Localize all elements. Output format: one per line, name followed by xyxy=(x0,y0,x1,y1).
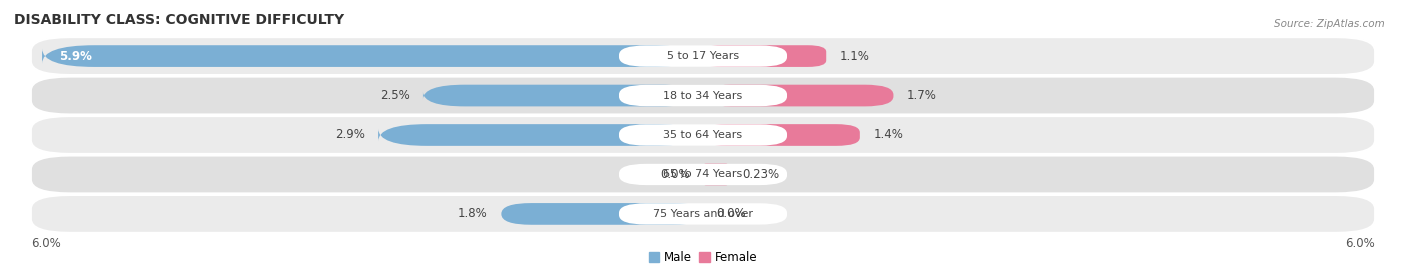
FancyBboxPatch shape xyxy=(31,195,1375,233)
Text: 0.0%: 0.0% xyxy=(717,207,747,220)
FancyBboxPatch shape xyxy=(619,164,787,185)
Text: 5.9%: 5.9% xyxy=(59,50,91,63)
FancyBboxPatch shape xyxy=(31,116,1375,154)
Text: 65 to 74 Years: 65 to 74 Years xyxy=(664,170,742,180)
FancyBboxPatch shape xyxy=(31,77,1375,114)
Text: 35 to 64 Years: 35 to 64 Years xyxy=(664,130,742,140)
Text: 0.23%: 0.23% xyxy=(742,168,779,181)
FancyBboxPatch shape xyxy=(31,37,1375,75)
FancyBboxPatch shape xyxy=(703,164,728,185)
Legend: Male, Female: Male, Female xyxy=(644,246,762,269)
Text: 2.5%: 2.5% xyxy=(380,89,409,102)
FancyBboxPatch shape xyxy=(31,156,1375,193)
Text: Source: ZipAtlas.com: Source: ZipAtlas.com xyxy=(1274,19,1385,29)
Text: 5 to 17 Years: 5 to 17 Years xyxy=(666,51,740,61)
FancyBboxPatch shape xyxy=(42,45,703,67)
Text: 6.0%: 6.0% xyxy=(31,237,60,250)
FancyBboxPatch shape xyxy=(378,124,703,146)
FancyBboxPatch shape xyxy=(619,45,787,67)
FancyBboxPatch shape xyxy=(619,203,787,225)
Text: 18 to 34 Years: 18 to 34 Years xyxy=(664,90,742,100)
Text: 1.8%: 1.8% xyxy=(458,207,488,220)
Text: 1.1%: 1.1% xyxy=(839,50,869,63)
FancyBboxPatch shape xyxy=(703,124,860,146)
FancyBboxPatch shape xyxy=(703,85,893,106)
FancyBboxPatch shape xyxy=(619,85,787,106)
FancyBboxPatch shape xyxy=(619,124,787,146)
Text: 0.0%: 0.0% xyxy=(659,168,689,181)
FancyBboxPatch shape xyxy=(703,45,827,67)
Text: 6.0%: 6.0% xyxy=(1346,237,1375,250)
FancyBboxPatch shape xyxy=(502,203,703,225)
Text: 1.4%: 1.4% xyxy=(873,129,903,141)
Text: 75 Years and over: 75 Years and over xyxy=(652,209,754,219)
FancyBboxPatch shape xyxy=(423,85,703,106)
Text: 2.9%: 2.9% xyxy=(335,129,364,141)
Text: 1.7%: 1.7% xyxy=(907,89,936,102)
Text: DISABILITY CLASS: COGNITIVE DIFFICULTY: DISABILITY CLASS: COGNITIVE DIFFICULTY xyxy=(14,13,344,27)
